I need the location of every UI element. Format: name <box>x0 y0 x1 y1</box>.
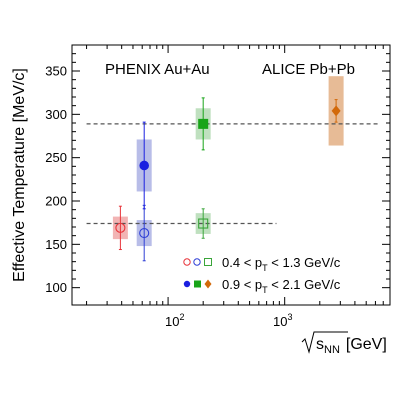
phenix-label: PHENIX Au+Au <box>105 61 210 78</box>
data-point-filled-square <box>198 118 209 129</box>
y-tick-label: 200 <box>45 194 67 209</box>
alice-label: ALICE Pb+Pb <box>262 61 355 78</box>
data-point-filled-circle <box>139 160 149 171</box>
legend-blue-open-circle <box>193 258 201 266</box>
y-tick-label: 150 <box>45 237 67 252</box>
x-axis-title: sNN [GeV] <box>301 331 387 356</box>
y-tick-label: 300 <box>45 107 67 122</box>
legend-red-open-circle <box>183 258 191 266</box>
y-tick-label: 100 <box>45 280 67 295</box>
y-tick-label: 250 <box>45 150 67 165</box>
data-point-open-circle <box>139 228 150 239</box>
sqrt-sign <box>301 331 348 354</box>
stat-error-bars <box>118 97 338 262</box>
legend-text-open: 0.4 < pT < 1.3 GeV/c <box>222 255 341 273</box>
legend-green-filled-square <box>194 280 201 288</box>
x-tick-label-100: 102 <box>165 312 184 329</box>
legend-entry-open: 0.4 < pT < 1.3 GeV/c <box>183 255 341 273</box>
data-markers <box>115 105 341 239</box>
legend-blue-filled-circle <box>183 280 191 288</box>
systematic-bands <box>112 76 344 247</box>
axis-ticks <box>72 45 391 305</box>
y-tick-label: 350 <box>45 64 67 79</box>
legend: 0.4 < pT < 1.3 GeV/c 0.9 < pT < 2.1 GeV/… <box>183 255 341 295</box>
legend-entry-filled: 0.9 < pT < 2.1 GeV/c <box>183 277 341 295</box>
data-point-filled-diamond <box>331 105 341 117</box>
x-tick-label-1000: 103 <box>273 312 292 329</box>
y-tick-labels: 100 150 200 250 300 350 <box>45 64 67 296</box>
x-axis-title-text: sNN [GeV] <box>316 336 387 356</box>
legend-orange-filled-diamond <box>204 279 212 289</box>
data-point-open-square <box>198 218 209 229</box>
data-point-open-circle <box>115 222 126 233</box>
legend-text-filled: 0.9 < pT < 2.1 GeV/c <box>222 277 341 295</box>
y-axis-title: Effective Temperature [MeV/c] <box>11 68 28 282</box>
legend-green-open-square <box>204 258 212 266</box>
